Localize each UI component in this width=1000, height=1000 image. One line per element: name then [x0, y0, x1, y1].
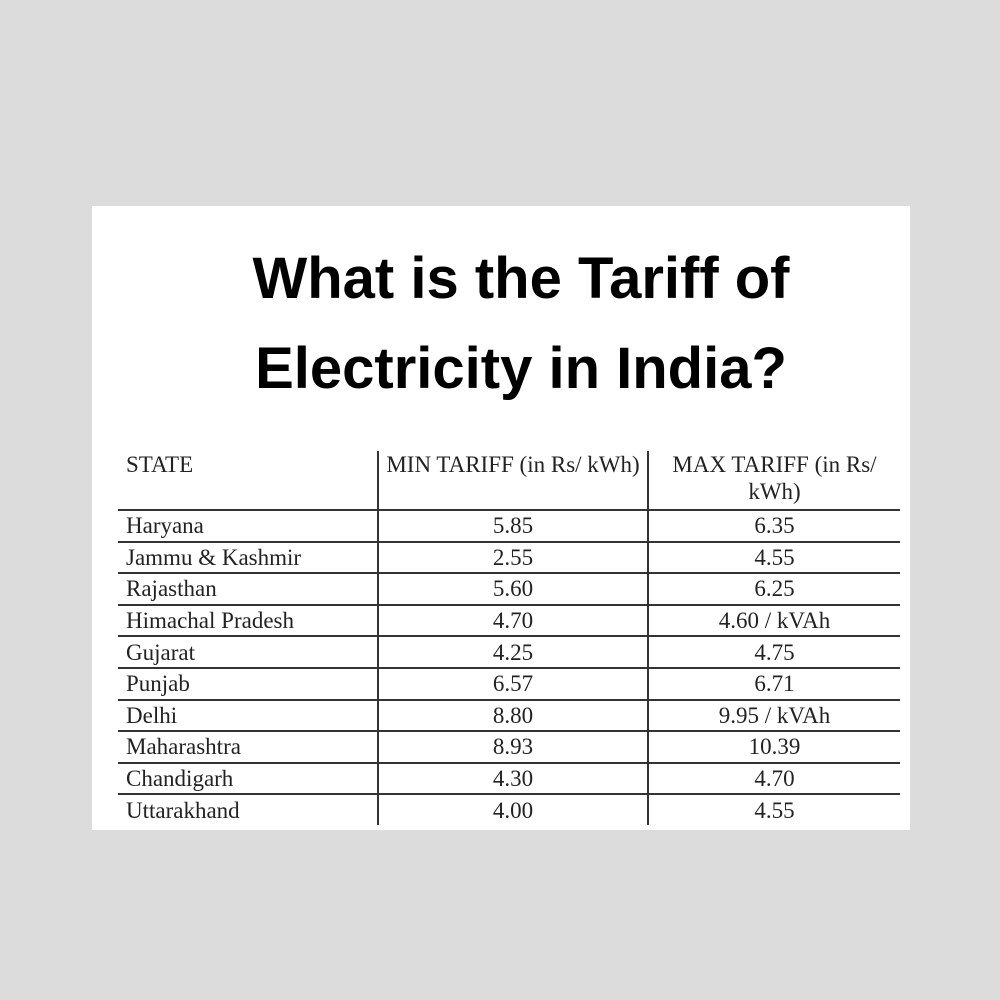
table-cell: Uttarakhand — [126, 797, 240, 823]
table-row: Himachal Pradesh 4.70 4.60 / kVAh — [118, 604, 900, 638]
table-cell: Gujarat — [118, 636, 378, 669]
table-row: Delhi 8.80 9.95 / kVAh — [118, 699, 900, 733]
header-row: STATE MIN TARIFF (in Rs/ kWh) MAX TARIFF (… — [118, 451, 900, 511]
table-cell: Chandigarh — [118, 762, 378, 796]
table-cell: Rajasthan — [118, 573, 378, 606]
table-cell: 9.95 / kVAh — [647, 699, 900, 733]
table-cell: 4.00 — [377, 794, 648, 825]
table-cell: 8.93 — [377, 731, 648, 764]
table-cell: 4.70 — [647, 762, 900, 796]
table-cell: Punjab — [118, 667, 378, 701]
table-cell: Haryana — [118, 510, 378, 543]
table-cell: 8.80 — [377, 699, 648, 733]
table-row: Gujarat 4.25 4.75 — [118, 636, 900, 669]
tariff-table: STATE MIN TARIFF (in Rs/ kWh) MAX TARIFF (… — [118, 451, 900, 825]
table-cell: 2.55 — [377, 541, 648, 575]
table-cell: 6.71 — [647, 667, 900, 701]
table-cell: 4.55 — [647, 541, 900, 575]
title: What is the Tariff of Electricity in Ind… — [252, 246, 790, 401]
table-cell: 4.70 — [377, 604, 648, 638]
card: What is the Tariff of Electricity in Ind… — [92, 206, 910, 830]
table-row: Jammu & Kashmir 2.55 4.55 — [118, 541, 900, 575]
table-row: Rajasthan 5.60 6.25 — [118, 573, 900, 606]
table-cell: 10.39 — [647, 731, 900, 764]
table-cell: 6.25 — [647, 573, 900, 606]
table-cell: 6.35 — [647, 510, 900, 543]
table-row: Maharashtra 8.93 10.39 — [118, 731, 900, 764]
table-cell: 4.60 / kVAh — [647, 604, 900, 638]
table-cell: Jammu & Kashmir — [118, 541, 378, 575]
header-cell: MAX TARIFF (in Rs/ kWh) — [647, 451, 900, 511]
table-cell: 5.85 — [377, 510, 648, 543]
table-cell: 6.57 — [377, 667, 648, 701]
table-row: Chandigarh 4.30 4.70 — [118, 762, 900, 796]
table-cell: 4.75 — [647, 636, 900, 669]
table-cell: Delhi — [118, 699, 378, 733]
header-cell: STATE — [118, 451, 378, 511]
table-row: Uttarakhand 4.00 4.55 — [118, 794, 900, 825]
header-cell: MIN TARIFF (in Rs/ kWh) — [377, 451, 648, 511]
table-cell: 5.60 — [377, 573, 648, 606]
table-row: Punjab 6.57 6.71 — [118, 667, 900, 701]
table-cell: 4.30 — [377, 762, 648, 796]
table-cell: 4.25 — [377, 636, 648, 669]
table-cell: Himachal Pradesh — [118, 604, 378, 638]
table-cell: Maharashtra — [118, 731, 378, 764]
table-body: Haryana 5.85 6.35 Jammu & Kashmir 2.55 4.55 Ra… — [118, 510, 900, 825]
table-row: Haryana 5.85 6.35 — [118, 510, 900, 543]
table-cell: 4.55 — [647, 794, 900, 825]
